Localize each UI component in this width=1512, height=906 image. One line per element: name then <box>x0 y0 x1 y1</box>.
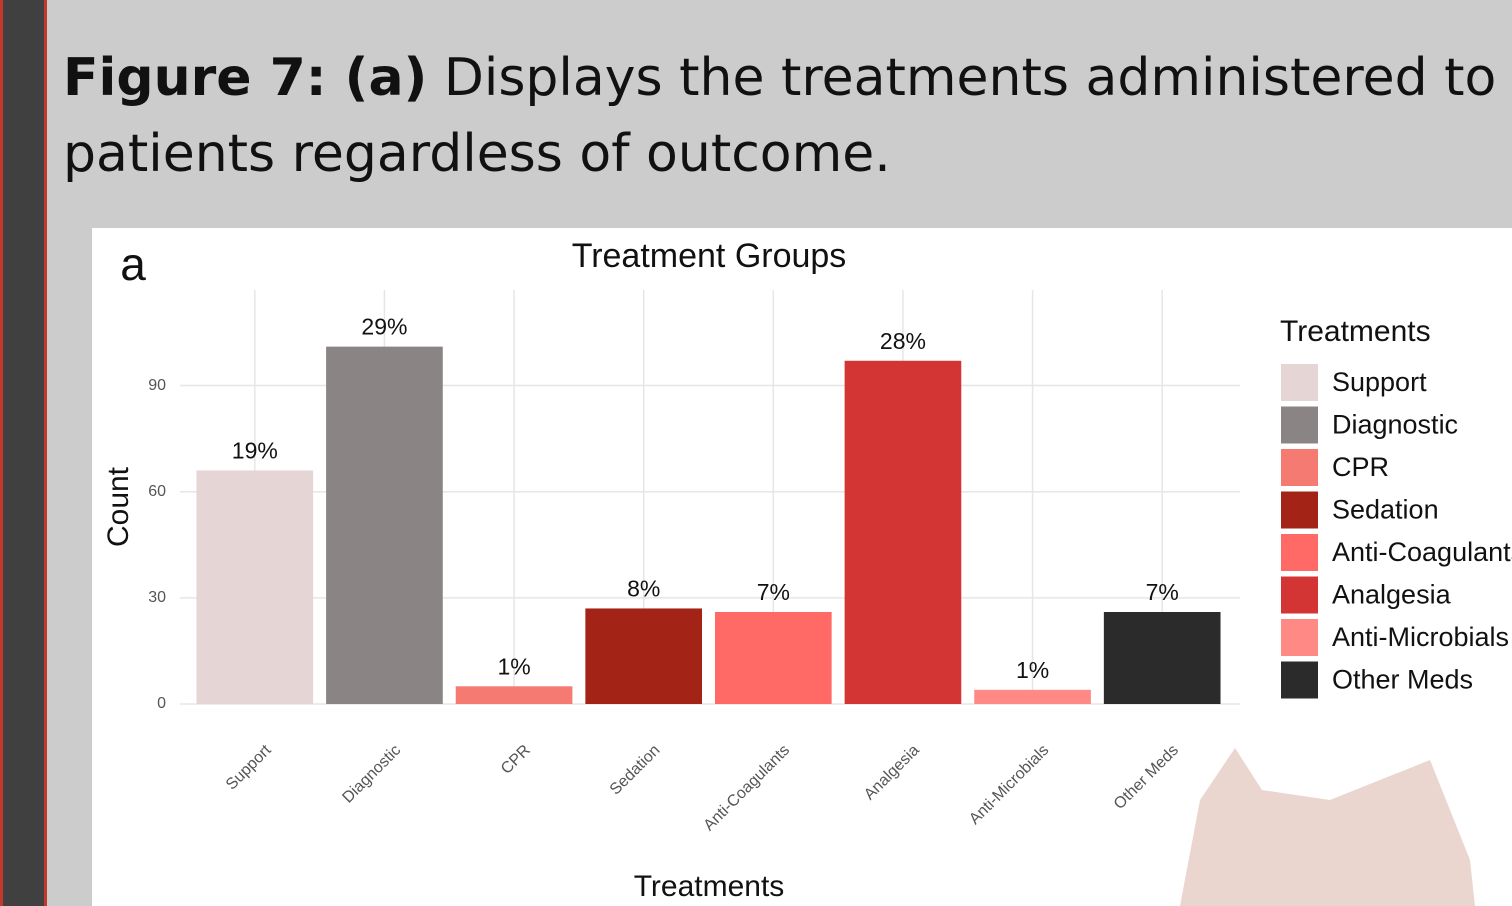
y-tick-label: 60 <box>148 483 166 500</box>
bar <box>1103 612 1221 704</box>
y-tick-label: 30 <box>148 589 166 606</box>
legend-label: Other Meds <box>1332 665 1473 695</box>
value-label: 1% <box>1016 657 1049 683</box>
legend-label: Sedation <box>1332 495 1439 525</box>
legend-label: Analgesia <box>1332 580 1452 610</box>
y-tick-label: 90 <box>148 377 166 394</box>
caption: Figure 7: (a) Displays the treatments ad… <box>63 40 1512 192</box>
legend-key <box>1281 619 1318 656</box>
bar <box>326 346 443 704</box>
legend-key <box>1281 364 1318 401</box>
y-axis-label: Count <box>102 466 135 547</box>
side-stripe <box>0 0 3 906</box>
value-label: 19% <box>232 438 278 464</box>
bar <box>585 608 703 704</box>
legend-label: Diagnostic <box>1332 410 1458 440</box>
legend-label: Anti-Coagulants <box>1332 537 1512 567</box>
legend-label: Anti-Microbials <box>1332 622 1509 652</box>
panel-label: a <box>120 238 146 290</box>
legend-key <box>1281 491 1318 529</box>
legend-key <box>1281 534 1318 571</box>
legend-key <box>1281 406 1318 444</box>
legend-key <box>1281 576 1318 614</box>
bar <box>196 470 314 704</box>
y-tick-label: 0 <box>157 695 166 712</box>
legend-label: Support <box>1332 367 1427 397</box>
figure-label: Figure 7: (a) <box>63 48 428 108</box>
side-bar <box>0 0 46 906</box>
value-label: 8% <box>627 576 660 602</box>
chart-title: Treatment Groups <box>572 237 847 275</box>
value-label: 28% <box>880 328 926 354</box>
caption-text: Displays the treatments administered to … <box>63 48 1497 184</box>
value-label: 7% <box>757 579 790 605</box>
cat-image <box>1180 748 1475 906</box>
legend-title: Treatments <box>1280 315 1431 348</box>
value-label: 7% <box>1146 579 1179 605</box>
bar <box>455 686 573 704</box>
value-label: 29% <box>361 314 407 340</box>
bar <box>974 689 1091 704</box>
x-axis-label: Treatments <box>634 870 785 903</box>
bar <box>844 360 962 704</box>
side-stripe <box>44 0 47 906</box>
bar <box>714 612 832 704</box>
legend-key <box>1281 449 1318 486</box>
legend-label: CPR <box>1332 452 1389 482</box>
legend-key <box>1281 661 1318 699</box>
value-label: 1% <box>497 653 530 679</box>
